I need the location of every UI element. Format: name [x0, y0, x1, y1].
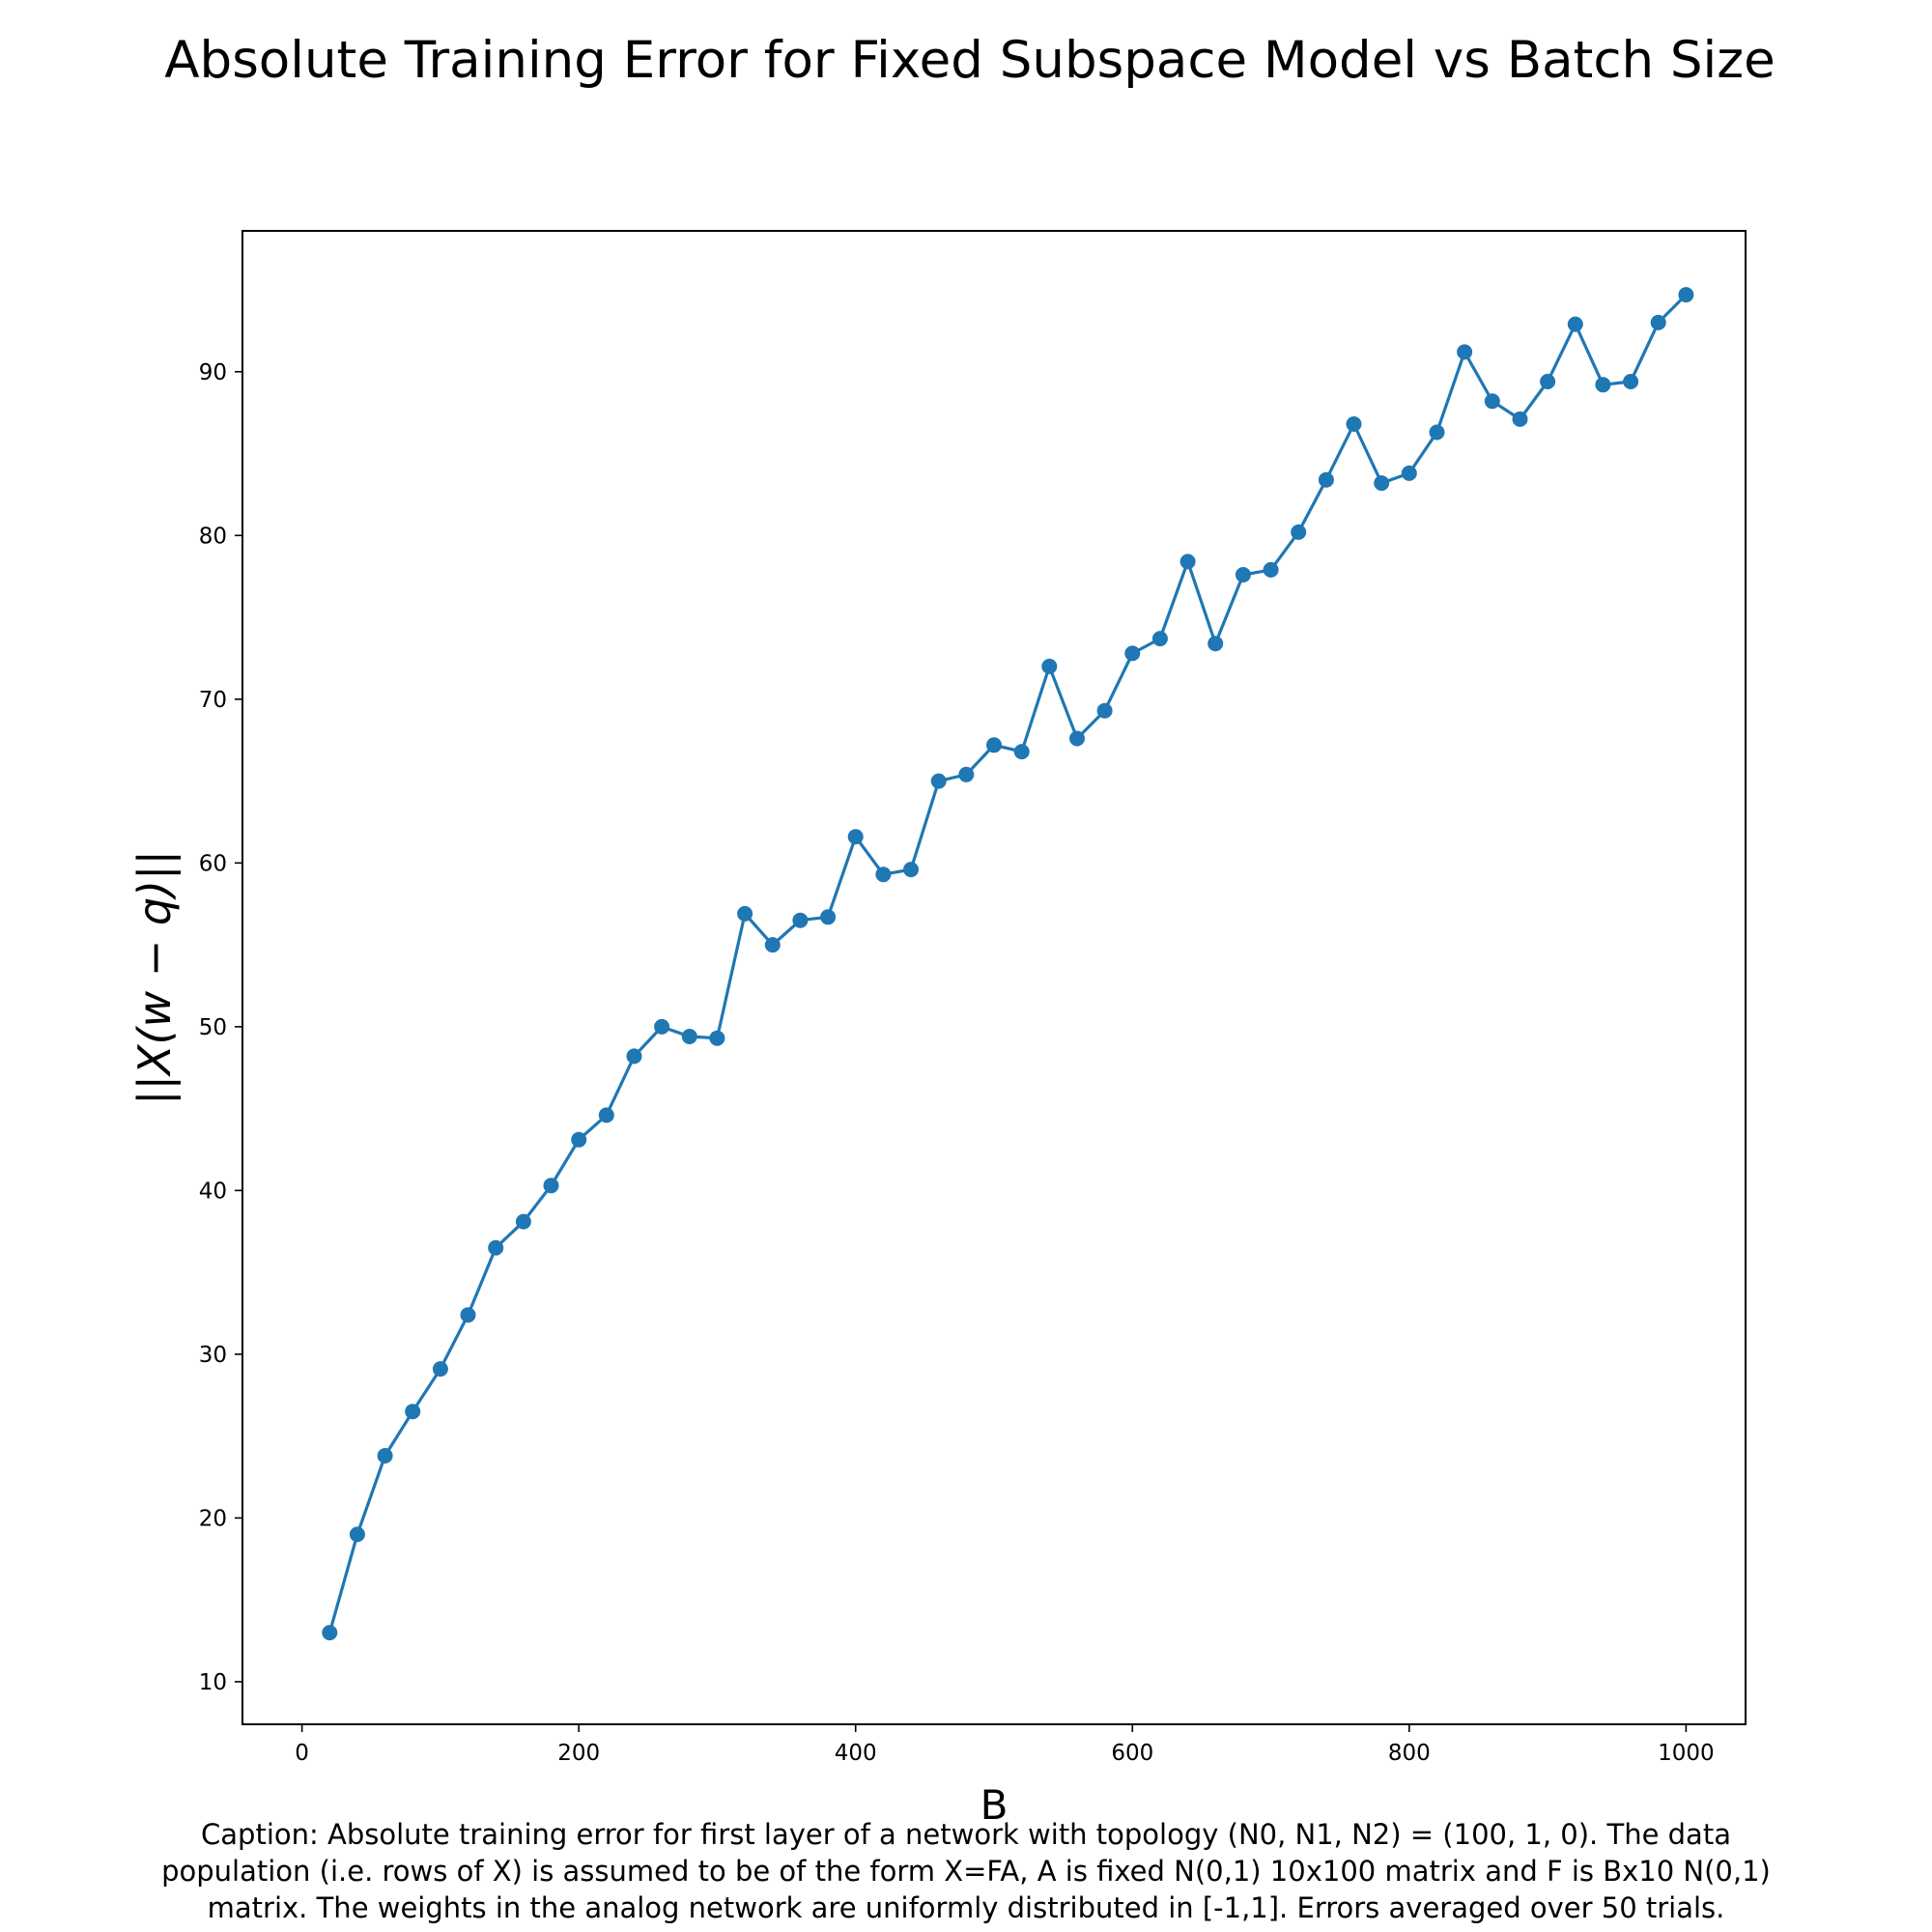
data-point	[1069, 730, 1085, 747]
data-point	[986, 737, 1002, 753]
data-point	[1623, 374, 1639, 389]
y-tick-label: 40	[199, 1179, 227, 1204]
data-point	[709, 1030, 725, 1046]
data-point	[1540, 374, 1556, 389]
data-point	[598, 1107, 614, 1123]
data-point	[349, 1526, 365, 1543]
data-point	[847, 829, 864, 845]
x-tick-label: 800	[1388, 1741, 1431, 1766]
data-point	[1263, 561, 1279, 578]
data-point	[875, 867, 892, 883]
y-tick-label: 70	[199, 688, 227, 713]
y-tick-label: 10	[199, 1670, 227, 1695]
data-point	[654, 1018, 670, 1035]
data-point	[571, 1131, 587, 1148]
data-point	[737, 905, 753, 922]
data-point	[1484, 393, 1500, 410]
data-point	[958, 766, 975, 782]
data-point	[1457, 344, 1473, 360]
data-point	[1041, 658, 1058, 674]
y-tick-label: 30	[199, 1343, 227, 1368]
data-point	[488, 1239, 504, 1256]
x-tick-label: 0	[295, 1741, 309, 1766]
data-point	[1650, 314, 1666, 330]
data-point	[460, 1307, 476, 1323]
caption-line-1: Caption: Absolute training error for fir…	[201, 1818, 1731, 1851]
data-point	[792, 912, 809, 928]
x-axis: 0 200 400 600 800 1000	[295, 1724, 1715, 1766]
data-point	[1124, 645, 1141, 662]
x-tick-label: 600	[1111, 1741, 1153, 1766]
y-tick-label: 50	[199, 1015, 227, 1040]
data-point	[432, 1361, 448, 1378]
data-point	[322, 1625, 338, 1641]
y-axis: 10 20 30 40 50 60 70 80 90	[199, 360, 242, 1695]
data-point	[1512, 411, 1528, 427]
chart-title: Absolute Training Error for Fixed Subspa…	[164, 31, 1775, 90]
data-point	[1374, 475, 1390, 492]
data-point	[1429, 424, 1445, 440]
data-point	[820, 909, 837, 925]
series-line	[327, 293, 1688, 1634]
x-axis-label: B	[980, 1781, 1009, 1829]
data-point	[1208, 636, 1224, 652]
data-point	[1179, 554, 1196, 570]
data-point	[515, 1213, 531, 1230]
data-point	[626, 1048, 642, 1065]
data-point	[1678, 287, 1694, 303]
y-tick-label: 90	[199, 360, 227, 385]
caption-line-3: matrix. The weights in the analog networ…	[207, 1891, 1725, 1924]
data-point	[1235, 567, 1251, 582]
y-tick-label: 80	[199, 524, 227, 549]
data-point	[543, 1178, 559, 1194]
data-point	[930, 773, 947, 789]
data-point	[405, 1404, 421, 1420]
data-point	[681, 1029, 697, 1044]
x-tick-label: 200	[557, 1741, 600, 1766]
data-point	[1291, 524, 1307, 540]
data-point	[377, 1448, 393, 1463]
data-point	[1151, 631, 1168, 647]
x-tick-label: 400	[835, 1741, 877, 1766]
data-point	[764, 937, 781, 953]
data-point	[1401, 465, 1417, 481]
y-tick-label: 60	[199, 851, 227, 876]
x-tick-label: 1000	[1658, 1741, 1715, 1766]
plot-area	[322, 287, 1694, 1641]
caption-line-2: population (i.e. rows of X) is assumed t…	[161, 1855, 1771, 1888]
y-axis-label: ||X(w − q)||	[128, 850, 182, 1105]
data-point	[1595, 377, 1611, 393]
data-point	[903, 862, 919, 878]
data-point	[1013, 744, 1030, 760]
data-point	[1096, 702, 1113, 719]
data-point	[1346, 416, 1362, 432]
data-point	[1567, 316, 1583, 332]
y-tick-label: 20	[199, 1506, 227, 1531]
figure-caption: Caption: Absolute training error for fir…	[19, 1816, 1913, 1926]
data-point	[1318, 471, 1334, 488]
plot-frame	[242, 230, 1747, 1725]
